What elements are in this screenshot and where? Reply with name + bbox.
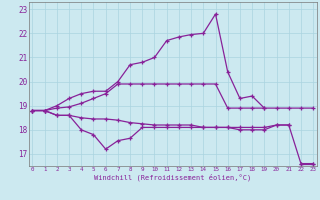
X-axis label: Windchill (Refroidissement éolien,°C): Windchill (Refroidissement éolien,°C) — [94, 174, 252, 181]
